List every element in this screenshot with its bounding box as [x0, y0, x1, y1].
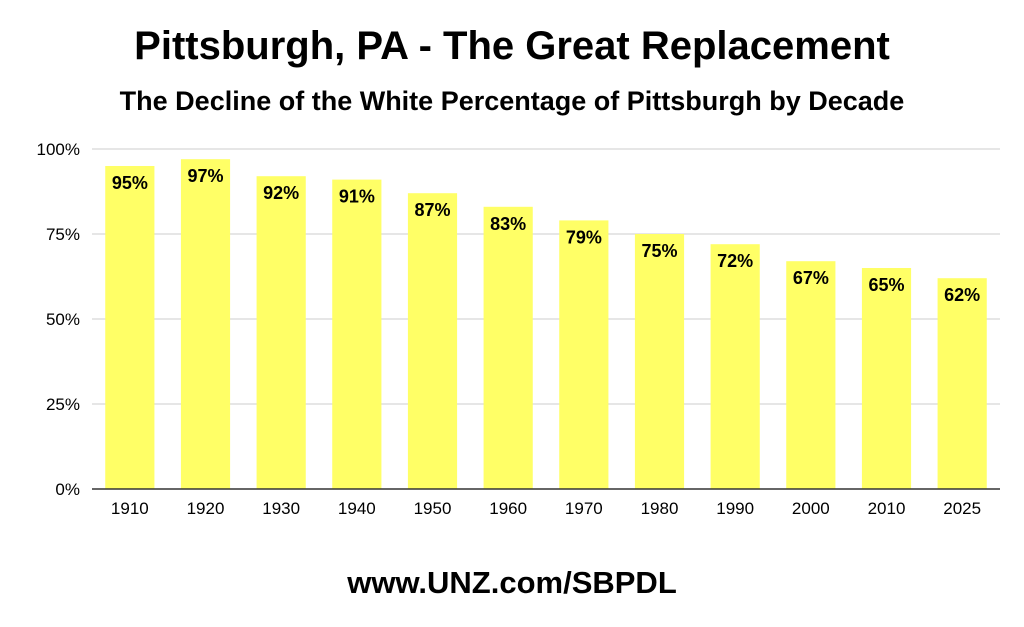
x-tick-label: 1910 — [111, 499, 149, 518]
bar — [407, 193, 458, 489]
bar — [332, 179, 382, 489]
y-tick-label: 0% — [55, 480, 80, 499]
bar — [634, 234, 685, 489]
x-tick-label: 1960 — [489, 499, 527, 518]
data-label: 75% — [641, 241, 677, 261]
x-tick-label: 2010 — [868, 499, 906, 518]
x-tick-label: 2000 — [792, 499, 830, 518]
bar — [180, 159, 231, 489]
bar — [937, 278, 987, 489]
data-label: 67% — [793, 268, 829, 288]
x-tick-label: 1970 — [565, 499, 603, 518]
bar — [710, 244, 760, 489]
bar — [786, 261, 836, 489]
bar — [559, 220, 609, 489]
bar — [105, 166, 155, 489]
x-tick-label: 1990 — [716, 499, 754, 518]
y-tick-label: 25% — [46, 395, 80, 414]
y-tick-label: 75% — [46, 225, 80, 244]
x-tick-label: 1980 — [641, 499, 679, 518]
y-tick-label: 50% — [46, 310, 80, 329]
x-tick-label: 1920 — [187, 499, 225, 518]
y-tick-label: 100% — [37, 140, 80, 159]
x-tick-label: 1940 — [338, 499, 376, 518]
source-url: www.UNZ.com/SBPDL — [347, 565, 677, 600]
x-tick-label: 1950 — [414, 499, 452, 518]
chart-title: Pittsburgh, PA - The Great Replacement — [134, 24, 890, 68]
x-tick-label: 1930 — [262, 499, 300, 518]
data-label: 97% — [187, 166, 223, 186]
data-label: 62% — [944, 285, 980, 305]
bar — [256, 176, 306, 489]
chart-subtitle: The Decline of the White Percentage of P… — [119, 86, 905, 116]
bar — [861, 268, 912, 489]
data-label: 87% — [414, 200, 450, 220]
data-label: 79% — [566, 227, 602, 247]
data-label: 95% — [112, 173, 148, 193]
x-tick-label: 2025 — [943, 499, 981, 518]
bar — [483, 206, 533, 490]
data-label: 91% — [339, 187, 375, 207]
data-label: 65% — [868, 275, 904, 295]
data-label: 83% — [490, 214, 526, 234]
data-label: 92% — [263, 183, 299, 203]
data-label: 72% — [717, 251, 753, 271]
